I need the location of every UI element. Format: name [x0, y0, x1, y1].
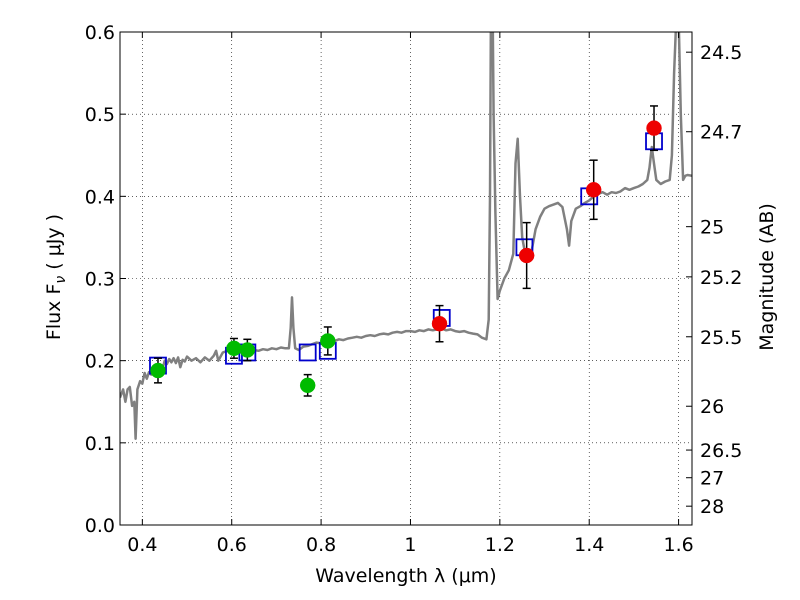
spectrum-series — [120, 32, 692, 440]
right-tick-label: 24.7 — [700, 122, 742, 144]
photometry-markers — [149, 105, 663, 397]
x-tick-label: 0.6 — [217, 534, 247, 556]
x-tick-label: 1 — [404, 534, 416, 556]
right-tick-label: 24.5 — [700, 42, 742, 64]
photometry-point — [150, 362, 166, 379]
photometry-point — [320, 333, 336, 349]
right-tick-label: 26.5 — [700, 440, 742, 462]
x-tick-label: 1.4 — [574, 534, 604, 556]
ticks: 0.4 0.6 0.8 1 1.2 1.4 1.6 0.0 0.1 0.2 0.3 0.4 0.5 0.6… — [85, 22, 743, 556]
photometry-point — [646, 120, 662, 136]
photometry-point — [518, 247, 535, 264]
photometry-point — [299, 377, 316, 394]
plot-frame — [119, 31, 693, 526]
right-tick-label: 28 — [700, 496, 724, 518]
y-tick-label: 0.5 — [85, 104, 115, 126]
right-tick-label: 27 — [700, 468, 724, 490]
right-tick-label: 25.2 — [700, 267, 742, 289]
photometry-point — [239, 342, 256, 358]
photometry-point — [431, 315, 448, 332]
right-axis-label: Magnitude (AB) — [756, 203, 778, 351]
y-tick-label: 0.2 — [85, 351, 115, 373]
x-tick-label: 1.2 — [485, 534, 515, 556]
right-tick-label: 25.5 — [700, 327, 742, 349]
spectrum-line — [120, 32, 692, 440]
y-tick-label: 0.0 — [85, 515, 115, 537]
y-tick-label: 0.3 — [85, 269, 115, 291]
x-tick-label: 0.4 — [127, 534, 157, 556]
right-tick-label: 25 — [700, 217, 724, 239]
model-square-marker — [298, 343, 317, 362]
photometry-point — [226, 340, 242, 357]
photometry-point — [585, 182, 602, 198]
grid — [120, 31, 692, 526]
x-tick-label: 1.6 — [663, 534, 693, 556]
x-axis-label: Wavelength λ (μm) — [315, 565, 496, 587]
y-axis-label: Flux Fν ( μJy ) — [43, 214, 69, 340]
x-tick-label: 0.8 — [306, 534, 336, 556]
y-tick-label: 0.1 — [85, 433, 115, 455]
y-axis-label-unit: ( μJy ) — [43, 214, 65, 276]
y-tick-label: 0.6 — [85, 22, 115, 44]
y-tick-label: 0.4 — [85, 186, 115, 208]
right-tick-label: 26 — [700, 396, 724, 418]
y-axis-label-subscript: ν — [53, 276, 69, 284]
y-axis-label-main: Flux F — [43, 284, 65, 340]
